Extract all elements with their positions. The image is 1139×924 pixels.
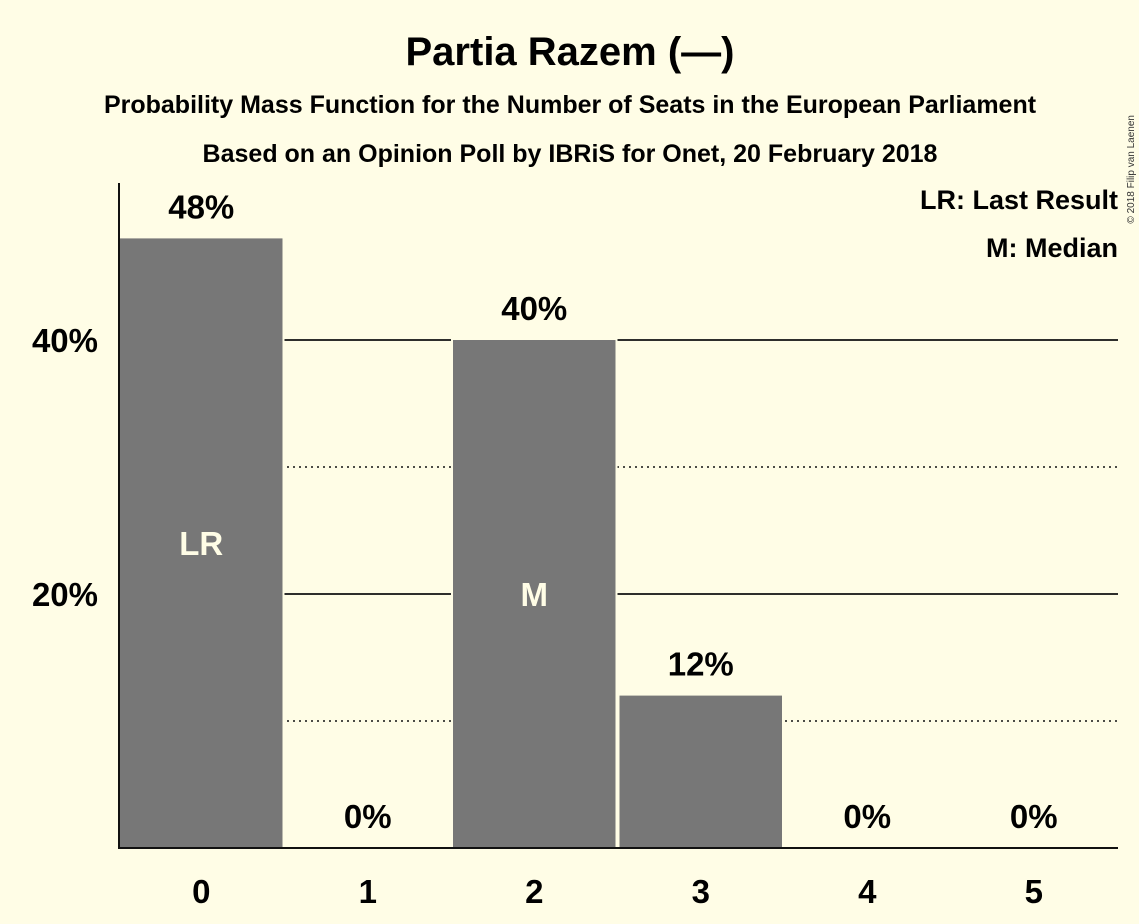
value-label: 40% xyxy=(501,290,567,327)
copyright-text: © 2018 Filip van Laenen xyxy=(1126,115,1137,224)
bar-annotation: M xyxy=(521,576,549,613)
bars: 48% LR 0% 40% M 12% 0% 0% xyxy=(118,188,1058,848)
legend-median: M: Median xyxy=(986,233,1118,263)
x-tick-label: 2 xyxy=(525,873,543,910)
bar xyxy=(120,238,283,848)
value-label: 12% xyxy=(668,646,734,683)
value-label: 0% xyxy=(344,798,392,835)
chart-subtitle-1: Probability Mass Function for the Number… xyxy=(104,91,1037,119)
x-tick-label: 1 xyxy=(359,873,377,910)
x-tick-labels: 0 1 2 3 4 5 xyxy=(192,873,1043,910)
x-tick-label: 0 xyxy=(192,873,210,910)
y-tick-label: 20% xyxy=(32,576,98,613)
y-tick-labels: 20% 40% xyxy=(32,322,98,613)
value-label: 0% xyxy=(843,798,891,835)
chart-title: Partia Razem (—) xyxy=(406,30,735,74)
legend-last-result: LR: Last Result xyxy=(920,185,1118,215)
value-label: 48% xyxy=(168,188,234,225)
x-tick-label: 3 xyxy=(692,873,710,910)
bar xyxy=(619,695,782,848)
bar-annotation: LR xyxy=(179,525,223,562)
bar xyxy=(453,340,616,848)
x-tick-label: 5 xyxy=(1025,873,1043,910)
y-tick-label: 40% xyxy=(32,322,98,359)
value-label: 0% xyxy=(1010,798,1058,835)
x-tick-label: 4 xyxy=(858,873,877,910)
chart-subtitle-2: Based on an Opinion Poll by IBRiS for On… xyxy=(203,140,938,168)
